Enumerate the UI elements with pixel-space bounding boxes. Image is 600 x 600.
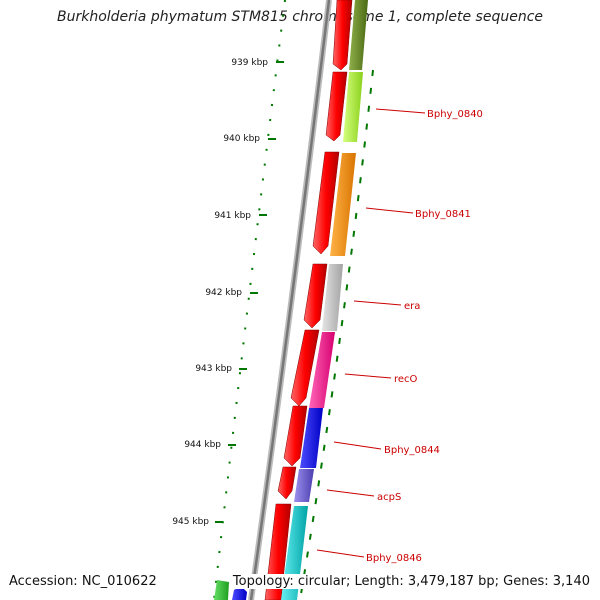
map-title: Burkholderia phymatum STM815 chromosome … — [56, 9, 543, 25]
gene-arrow[interactable] — [277, 466, 297, 500]
gene-arrow[interactable] — [290, 329, 320, 407]
cog-segment[interactable] — [330, 153, 356, 256]
gene-label[interactable]: acpS — [377, 492, 401, 503]
tick-label: 943 kbp — [195, 364, 232, 374]
tick-label: 940 kbp — [223, 134, 260, 144]
gene-arrow[interactable] — [214, 580, 229, 600]
leader-line — [333, 441, 382, 450]
gc-dotted-track — [213, 0, 286, 600]
tick-marks — [215, 61, 284, 523]
gene-label[interactable]: Bphy_0844 — [384, 445, 440, 456]
label-leader-lines — [316, 108, 426, 558]
gene-label[interactable]: Bphy_0846 — [366, 553, 422, 564]
gene-arrow[interactable] — [332, 0, 353, 71]
cog-segment[interactable] — [322, 264, 343, 331]
reverse-strand-genes — [264, 0, 353, 600]
leader-line — [326, 489, 375, 497]
leader-line — [353, 300, 402, 306]
gene-label[interactable]: era — [404, 301, 420, 312]
tick-label: 939 kbp — [231, 58, 268, 68]
tick-label: 945 kbp — [172, 517, 209, 527]
leader-line — [365, 207, 414, 214]
gene-labels: Bphy_0840 Bphy_0841 era recO Bphy_0844 a… — [366, 109, 483, 564]
inner-tick-track — [299, 69, 374, 600]
leader-line — [316, 549, 365, 558]
accession-label: Accession: NC_010622 — [7, 574, 159, 589]
genome-backbone-core — [249, 0, 331, 600]
gene-arrow[interactable] — [232, 586, 247, 600]
gene-label[interactable]: recO — [394, 374, 418, 385]
gene-label[interactable]: Bphy_0840 — [427, 109, 483, 120]
gene-arrow[interactable] — [303, 263, 328, 329]
gene-arrow[interactable] — [312, 151, 340, 255]
cog-segment[interactable] — [294, 469, 314, 502]
tick-label: 941 kbp — [214, 211, 251, 221]
gene-label[interactable]: Bphy_0841 — [415, 209, 471, 220]
tick-label: 944 kbp — [184, 440, 221, 450]
topology-label: Topology: circular; Length: 3,479,187 bp… — [230, 574, 592, 589]
cog-segment[interactable] — [349, 0, 368, 70]
cog-segment[interactable] — [309, 332, 335, 408]
tick-labels: 939 kbp 940 kbp 941 kbp 942 kbp 943 kbp … — [172, 58, 268, 527]
cog-segment[interactable] — [343, 72, 363, 142]
gene-arrow[interactable] — [283, 405, 308, 467]
gene-arrow[interactable] — [325, 71, 348, 142]
leader-line — [344, 373, 392, 379]
leader-line — [375, 108, 426, 114]
cog-segment[interactable] — [300, 408, 323, 468]
tick-label: 942 kbp — [205, 288, 242, 298]
